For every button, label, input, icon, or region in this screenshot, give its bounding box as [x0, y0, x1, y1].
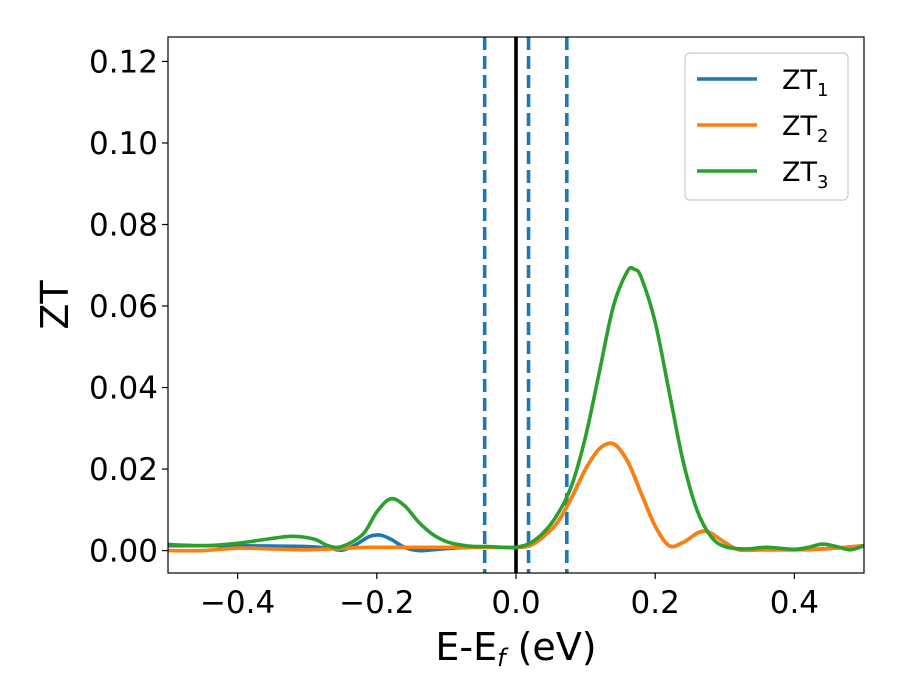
y-tick-label: 0.02 [89, 452, 158, 488]
x-axis-title-unit: (eV) [506, 625, 597, 669]
y-tick-label: 0.04 [89, 371, 158, 407]
y-tick-label: 0.06 [89, 289, 158, 325]
x-tick-label: −0.4 [200, 585, 275, 621]
x-tick-label: 0.0 [491, 585, 540, 621]
x-axis-title-main: E-E [435, 625, 497, 669]
legend: ZT1 ZT2 ZT3 [684, 52, 849, 201]
legend-label-zt3: ZT3 [782, 157, 828, 193]
series-line-zt2 [168, 441, 864, 553]
x-tick-label: 0.4 [770, 585, 819, 621]
legend-label-zt1: ZT1 [782, 65, 828, 101]
y-tick-label: 0.00 [89, 534, 158, 570]
legend-box [684, 52, 849, 201]
y-axis-title: ZT [33, 280, 77, 330]
y-tick-label: 0.08 [89, 207, 158, 243]
x-axis-title: E-Ef (eV) [435, 625, 596, 672]
x-tick-label: −0.2 [339, 585, 414, 621]
x-tick-label: 0.2 [631, 585, 680, 621]
legend-label-zt2: ZT2 [782, 111, 828, 147]
series-line-zt3 [168, 265, 864, 552]
y-tick-label: 0.12 [89, 44, 158, 80]
y-tick-label: 0.10 [89, 126, 158, 162]
